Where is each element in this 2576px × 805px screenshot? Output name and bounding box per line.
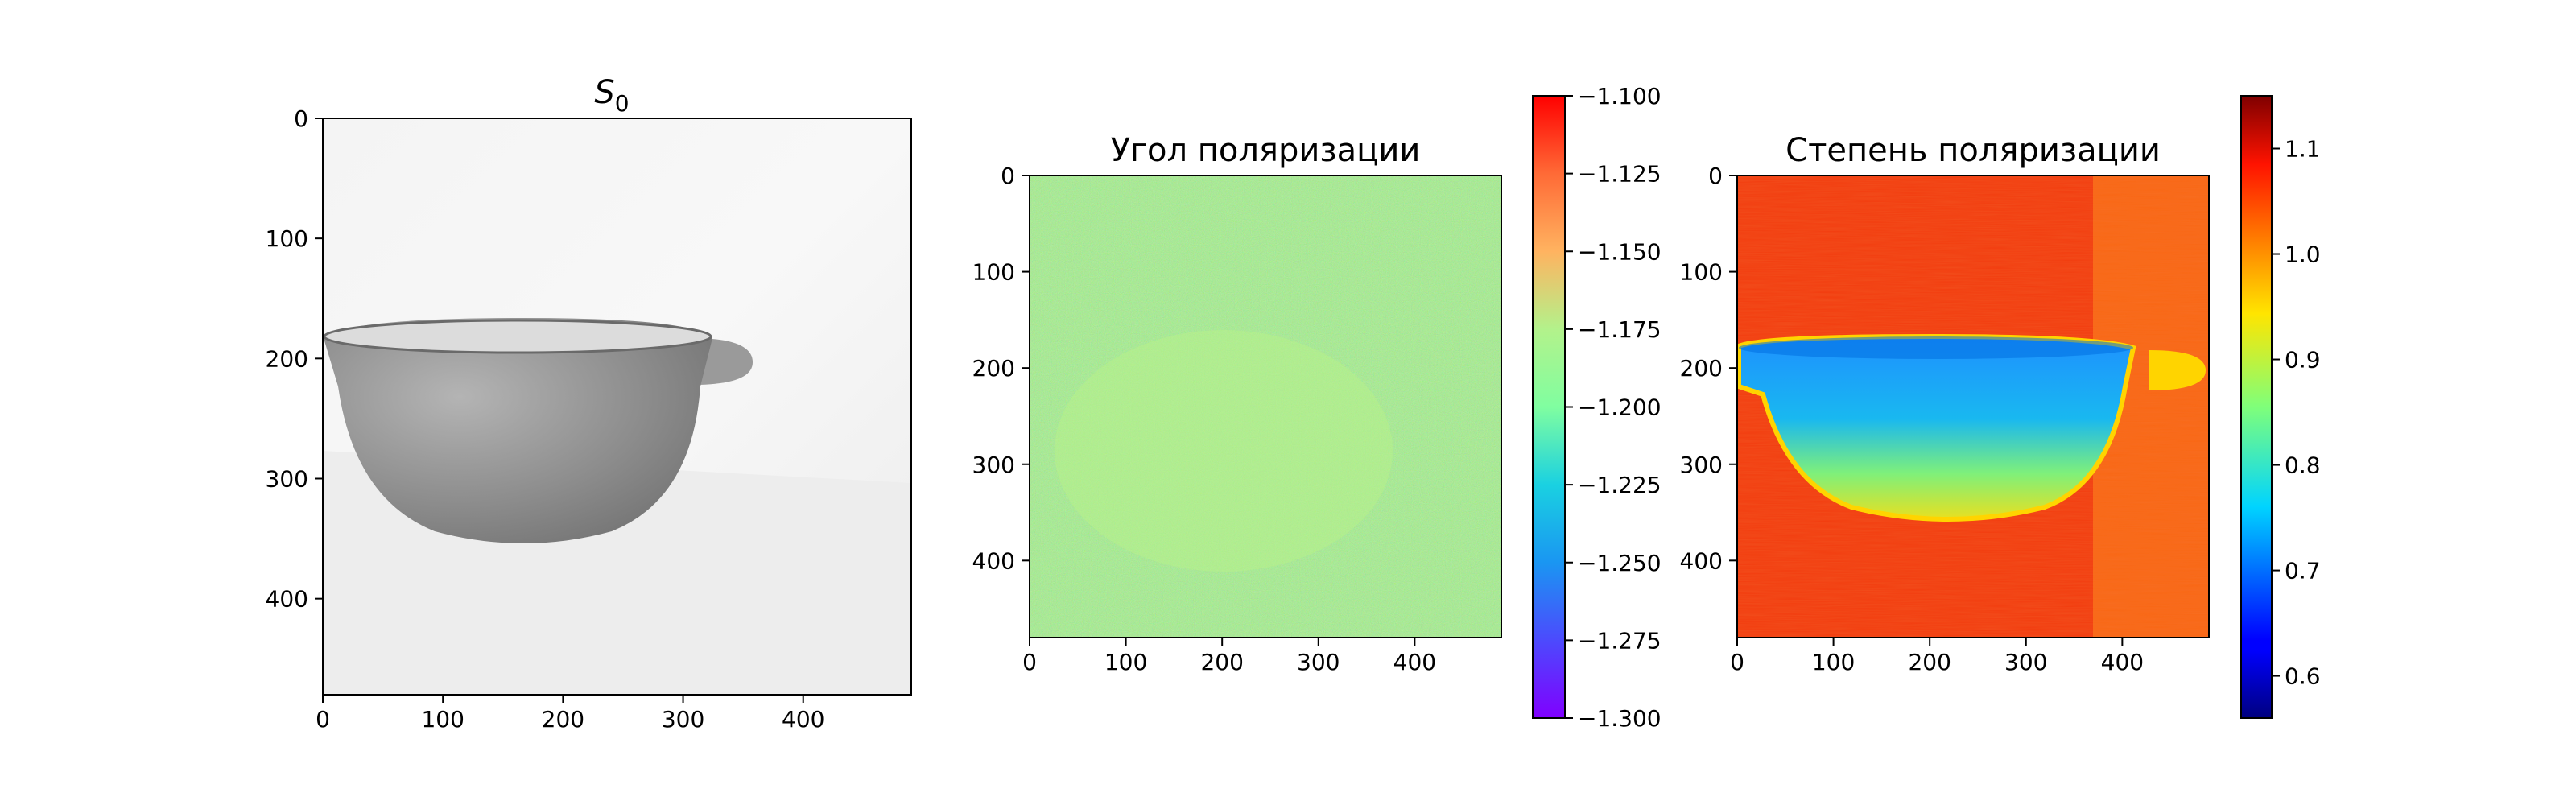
panel-angle: Угол поляризации 0 100 200 300 400 0 100 200 300…	[972, 83, 1662, 732]
angle-bowl-shape	[1055, 330, 1393, 572]
degree-bowl-rim	[1739, 336, 2133, 359]
angle-colorbar-tick-label: −1.100	[1578, 83, 1662, 109]
degree-title: Степень поляризации	[1785, 132, 2161, 169]
angle-colorbar-tick-label: −1.200	[1578, 394, 1662, 421]
degree-ytick-label: 400	[1680, 547, 1723, 574]
s0-ytick-label: 200	[266, 345, 308, 372]
s0-bowl-rim	[323, 319, 712, 354]
angle-colorbar-tick-label: −1.275	[1578, 627, 1662, 654]
angle-xtick-label: 200	[1200, 649, 1243, 675]
degree-colorbar	[2240, 95, 2273, 719]
degree-colorbar-tick-label: 0.7	[2285, 558, 2321, 584]
angle-colorbar-tick-label: −1.150	[1578, 238, 1662, 265]
s0-xtick-label: 400	[782, 706, 824, 733]
angle-colorbar-tick-label: −1.250	[1578, 550, 1662, 576]
angle-xtick-label: 100	[1104, 649, 1147, 675]
angle-ytick-label: 400	[972, 547, 1015, 574]
s0-ytick-label: 300	[266, 466, 308, 493]
degree-colorbar-tick-label: 0.8	[2285, 452, 2321, 479]
angle-ytick-label: 300	[972, 452, 1015, 478]
degree-ytick-label: 0	[1708, 163, 1723, 189]
panel-s0: S0 0 100 200 300 400 0 100 200 300 400	[266, 74, 912, 733]
angle-ytick-label: 0	[1001, 163, 1015, 189]
angle-colorbar	[1532, 95, 1566, 719]
s0-bowl-body	[324, 318, 712, 543]
angle-ytick-label: 100	[972, 259, 1015, 286]
s0-xtick-label: 300	[662, 706, 704, 733]
degree-bowl-handle	[2149, 350, 2206, 390]
degree-xtick-label: 400	[2101, 649, 2144, 675]
s0-xtick-label: 0	[316, 706, 330, 733]
angle-colorbar-tick-label: −1.175	[1578, 316, 1662, 343]
s0-ytick-label: 100	[266, 225, 308, 252]
panel-degree: Степень поляризации 0 100 200 300 400 0 100 200…	[1680, 95, 2321, 719]
angle-ytick-label: 200	[972, 355, 1015, 382]
angle-colorbar-tick-label: −1.125	[1578, 161, 1662, 188]
degree-ytick-label: 100	[1680, 259, 1723, 286]
degree-xtick-label: 100	[1812, 649, 1855, 675]
degree-xtick-label: 200	[1908, 649, 1951, 675]
angle-xtick-label: 0	[1022, 649, 1037, 675]
degree-colorbar-tick-label: 1.1	[2285, 136, 2321, 163]
angle-xtick-label: 400	[1393, 649, 1436, 675]
angle-colorbar-tick-label: −1.300	[1578, 705, 1662, 732]
angle-title: Угол поляризации	[1111, 132, 1421, 169]
degree-colorbar-tick-label: 0.9	[2285, 347, 2321, 374]
s0-ytick-label: 0	[294, 105, 308, 132]
s0-ytick-label: 400	[266, 586, 308, 613]
degree-xtick-label: 300	[2004, 649, 2047, 675]
angle-xtick-label: 300	[1297, 649, 1340, 675]
s0-title: S0	[594, 74, 629, 117]
s0-xtick-label: 200	[542, 706, 584, 733]
degree-colorbar-tick-label: 1.0	[2285, 242, 2321, 268]
degree-ytick-label: 300	[1680, 452, 1723, 478]
degree-colorbar-tick-label: 0.6	[2285, 663, 2321, 690]
degree-bowl-body	[1737, 333, 2136, 522]
s0-xtick-label: 100	[421, 706, 464, 733]
angle-colorbar-tick-label: −1.225	[1578, 472, 1662, 498]
degree-ytick-label: 200	[1680, 355, 1723, 382]
degree-xtick-label: 0	[1730, 649, 1744, 675]
